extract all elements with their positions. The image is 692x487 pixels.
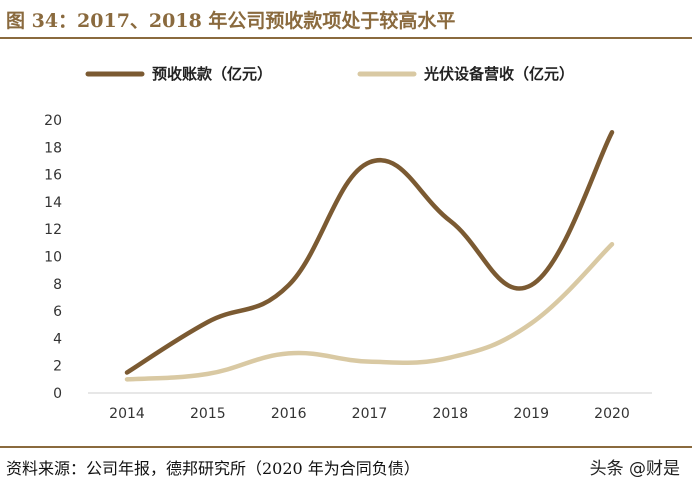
legend-label: 预收账款（亿元）	[152, 65, 272, 83]
series-lines	[124, 130, 615, 382]
y-axis: 0 2 4 6 8 10 12 14 16 18 20	[44, 113, 62, 402]
x-tick-label: 2017	[352, 406, 388, 422]
watermark: 头条 @财是	[589, 459, 680, 479]
x-tick-label: 2015	[190, 406, 226, 422]
source-note: 资料来源：公司年报，德邦研究所（2020 年为合同负债）	[6, 459, 420, 478]
y-tick-label: 16	[44, 168, 62, 184]
y-tick-label: 10	[44, 250, 62, 266]
y-tick-label: 20	[44, 113, 62, 129]
series-line-2	[124, 241, 615, 382]
x-tick-label: 2020	[594, 406, 630, 422]
y-tick-label: 2	[53, 359, 62, 375]
x-axis: 2014 2015 2016 2017 2018 2019 2020	[109, 406, 630, 422]
x-tick-label: 2019	[513, 406, 549, 422]
footer-divider	[0, 446, 692, 448]
y-tick-label: 14	[44, 195, 62, 211]
chart-title: 图 34：2017、2018 年公司预收款项处于较高水平	[6, 10, 456, 32]
title-divider	[0, 37, 692, 39]
x-tick-label: 2014	[109, 406, 145, 422]
x-tick-label: 2016	[271, 406, 307, 422]
y-tick-label: 18	[44, 140, 62, 156]
legend-label: 光伏设备营收（亿元）	[423, 65, 574, 83]
y-tick-label: 4	[53, 331, 62, 347]
y-tick-label: 8	[53, 277, 62, 293]
y-tick-label: 0	[53, 386, 62, 402]
x-tick-label: 2018	[433, 406, 469, 422]
y-tick-label: 6	[53, 304, 62, 320]
series-line-1	[124, 130, 615, 375]
legend: 预收账款（亿元） 光伏设备营收（亿元）	[85, 65, 574, 83]
y-tick-label: 12	[44, 222, 62, 238]
